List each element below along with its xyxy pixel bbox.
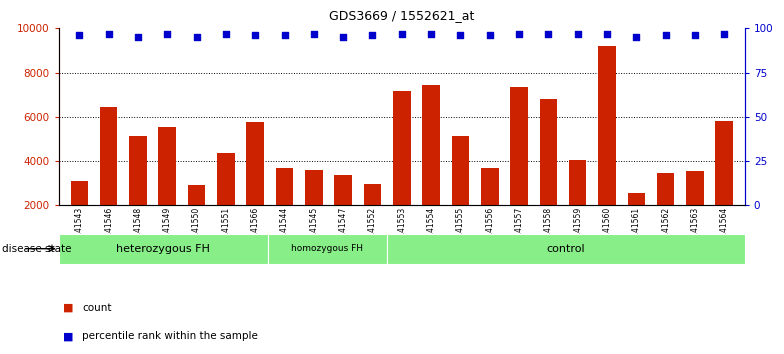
Point [366, 33, 379, 38]
Text: homozygous FH: homozygous FH [291, 244, 363, 253]
Point [307, 31, 320, 36]
Point [718, 31, 731, 36]
Bar [334, 176, 352, 250]
Bar [59, 234, 267, 264]
Text: control: control [546, 244, 585, 254]
Bar [452, 136, 470, 250]
Bar [246, 122, 264, 250]
Point [73, 33, 85, 38]
Point [337, 34, 350, 40]
Text: ■: ■ [63, 331, 73, 341]
Bar [364, 184, 381, 250]
Bar [716, 121, 733, 250]
Point [278, 33, 291, 38]
Bar [510, 87, 528, 250]
Point [454, 33, 466, 38]
Text: disease state: disease state [2, 244, 72, 254]
Point [132, 34, 144, 40]
Bar [188, 185, 205, 250]
Bar [598, 46, 615, 250]
Point [659, 33, 672, 38]
Text: heterozygous FH: heterozygous FH [116, 244, 210, 254]
Bar [686, 171, 704, 250]
Point [220, 31, 232, 36]
Point [103, 31, 115, 36]
Point [191, 34, 203, 40]
Bar [158, 127, 176, 250]
Point [425, 31, 437, 36]
Text: ■: ■ [63, 303, 73, 313]
Bar [569, 160, 586, 250]
Point [484, 33, 496, 38]
Bar [657, 173, 674, 250]
Bar [393, 91, 411, 250]
Bar [267, 234, 387, 264]
Point [572, 31, 584, 36]
Point [513, 31, 525, 36]
Bar [539, 99, 557, 250]
Text: GDS3669 / 1552621_at: GDS3669 / 1552621_at [329, 9, 474, 22]
Bar [627, 193, 645, 250]
Bar [276, 168, 293, 250]
Point [688, 33, 701, 38]
Point [601, 31, 613, 36]
Point [161, 31, 173, 36]
Bar [100, 107, 118, 250]
Bar [423, 85, 440, 250]
Text: count: count [82, 303, 112, 313]
Bar [481, 168, 499, 250]
Point [395, 31, 408, 36]
Point [542, 31, 554, 36]
Bar [305, 170, 323, 250]
Point [630, 34, 643, 40]
Bar [387, 234, 745, 264]
Text: percentile rank within the sample: percentile rank within the sample [82, 331, 258, 341]
Bar [217, 153, 234, 250]
Point [249, 33, 262, 38]
Bar [71, 181, 88, 250]
Bar [129, 136, 147, 250]
